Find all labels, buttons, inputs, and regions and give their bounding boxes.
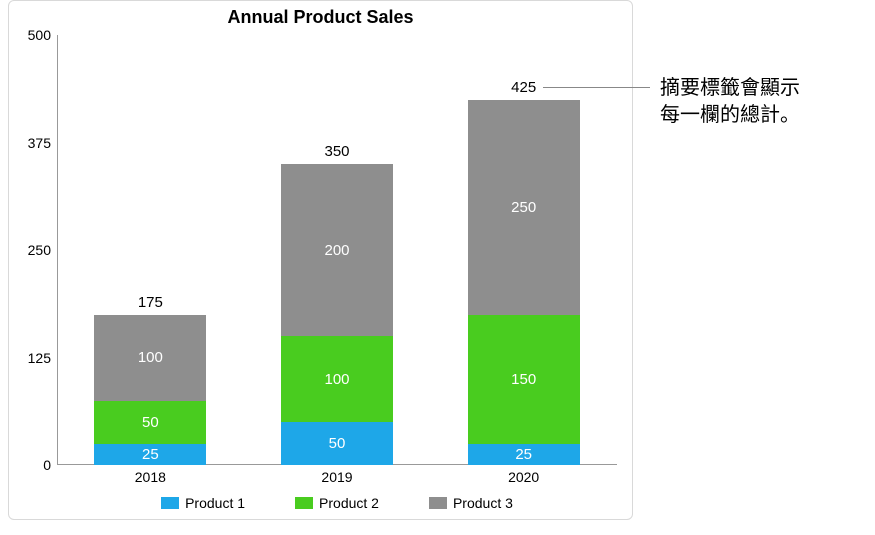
bar-segment: 50 bbox=[94, 401, 206, 444]
legend-item: Product 3 bbox=[429, 495, 513, 511]
legend: Product 1 Product 2 Product 3 bbox=[57, 495, 617, 511]
bar-segment: 25 bbox=[468, 444, 580, 466]
legend-label: Product 2 bbox=[319, 495, 379, 511]
legend-label: Product 3 bbox=[453, 495, 513, 511]
legend-swatch bbox=[161, 497, 179, 509]
y-tick-label: 125 bbox=[17, 350, 57, 366]
y-tick-label: 0 bbox=[17, 457, 57, 473]
chart-container: Annual Product Sales 0125250375500201825… bbox=[8, 0, 633, 520]
category-label: 2019 bbox=[321, 465, 352, 485]
bar-segment: 100 bbox=[94, 315, 206, 401]
chart-title: Annual Product Sales bbox=[9, 7, 632, 28]
category-label: 2018 bbox=[135, 465, 166, 485]
bar-segment: 25 bbox=[94, 444, 206, 466]
annotation-callout: 摘要標籤會顯示 每一欄的總計。 bbox=[660, 75, 800, 129]
y-tick-label: 500 bbox=[17, 27, 57, 43]
bar: 50100200 bbox=[281, 35, 393, 465]
bar-segment: 50 bbox=[281, 422, 393, 465]
bar: 2550100 bbox=[94, 35, 206, 465]
legend-item: Product 2 bbox=[295, 495, 379, 511]
legend-swatch bbox=[295, 497, 313, 509]
bar-total-label: 175 bbox=[138, 294, 163, 315]
y-axis bbox=[57, 35, 58, 465]
annotation-leader-line bbox=[543, 87, 650, 88]
bar-total-label: 350 bbox=[324, 143, 349, 164]
bar-segment: 200 bbox=[281, 164, 393, 336]
legend-swatch bbox=[429, 497, 447, 509]
annotation-line-1: 摘要標籤會顯示 bbox=[660, 75, 800, 102]
bar-total-label: 425 bbox=[511, 79, 536, 100]
plot-area: 0125250375500201825501001752019501002003… bbox=[57, 35, 617, 465]
bar-segment: 150 bbox=[468, 315, 580, 444]
category-label: 2020 bbox=[508, 465, 539, 485]
legend-label: Product 1 bbox=[185, 495, 245, 511]
y-tick-label: 375 bbox=[17, 135, 57, 151]
canvas: Annual Product Sales 0125250375500201825… bbox=[0, 0, 875, 535]
annotation-line-2: 每一欄的總計。 bbox=[660, 102, 800, 129]
bar-segment: 250 bbox=[468, 100, 580, 315]
y-tick-label: 250 bbox=[17, 242, 57, 258]
bar: 25150250 bbox=[468, 35, 580, 465]
legend-item: Product 1 bbox=[161, 495, 245, 511]
bar-segment: 100 bbox=[281, 336, 393, 422]
